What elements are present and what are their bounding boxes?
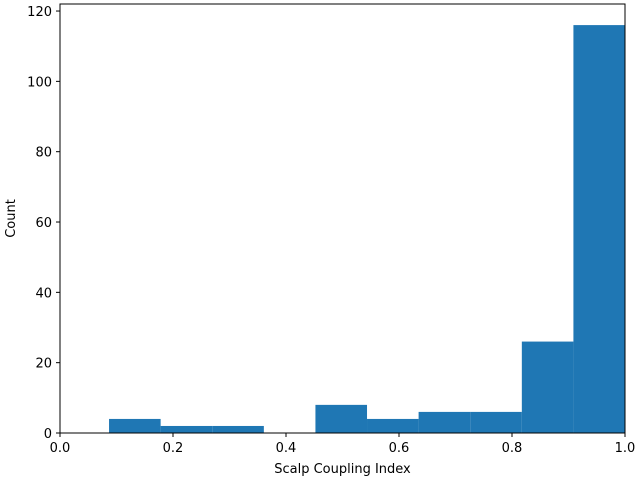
y-tick-label: 0 bbox=[44, 427, 52, 442]
y-tick-label: 40 bbox=[35, 286, 52, 301]
y-tick-label: 60 bbox=[35, 216, 52, 231]
y-tick-label: 100 bbox=[27, 75, 52, 90]
y-axis-label: Count bbox=[4, 199, 19, 238]
histogram-bar-5 bbox=[367, 418, 419, 433]
histogram-bar-4 bbox=[315, 404, 368, 433]
x-axis-ticks: 0.0 0.2 0.4 0.6 0.8 1.0 bbox=[50, 433, 636, 456]
x-tick-label: 0.6 bbox=[389, 441, 410, 456]
x-tick-label: 0.4 bbox=[276, 441, 297, 456]
x-axis-label: Scalp Coupling Index bbox=[274, 462, 411, 477]
x-tick-label: 0.0 bbox=[50, 441, 71, 456]
y-axis-ticks: 0 20 40 60 80 100 120 bbox=[27, 5, 60, 442]
y-tick-label: 80 bbox=[35, 146, 52, 161]
x-tick-label: 0.2 bbox=[163, 441, 184, 456]
y-tick-label: 120 bbox=[27, 5, 52, 20]
histogram-bar-2 bbox=[212, 425, 264, 433]
histogram-bar-8 bbox=[521, 341, 574, 433]
x-tick-label: 0.8 bbox=[502, 441, 523, 456]
histogram-bar-1 bbox=[160, 425, 213, 433]
axes-frame bbox=[59, 3, 626, 434]
histogram-bar-9 bbox=[573, 25, 625, 434]
histogram-bar-0 bbox=[109, 418, 161, 433]
histogram-bars bbox=[109, 25, 625, 434]
histogram-bar-7 bbox=[470, 411, 522, 433]
histogram-bar-6 bbox=[418, 411, 471, 433]
x-tick-label: 1.0 bbox=[615, 441, 636, 456]
y-tick-label: 20 bbox=[35, 357, 52, 372]
